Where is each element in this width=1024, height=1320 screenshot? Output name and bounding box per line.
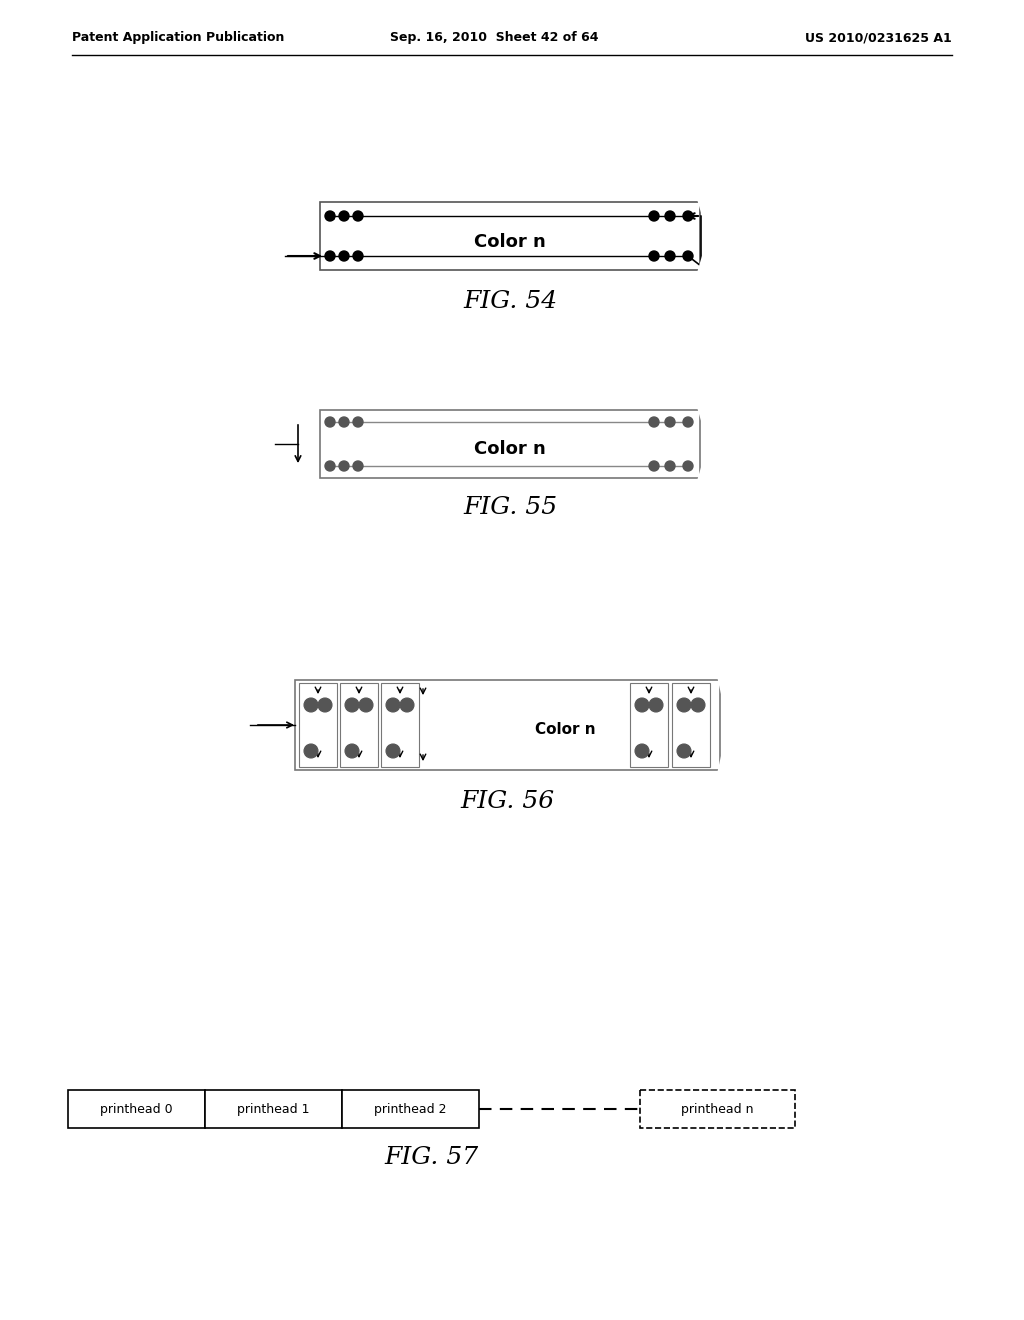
- Circle shape: [400, 698, 414, 711]
- Circle shape: [683, 417, 693, 426]
- Bar: [340, 682, 378, 767]
- Circle shape: [386, 744, 400, 758]
- Circle shape: [683, 251, 693, 261]
- Circle shape: [339, 417, 349, 426]
- Text: Color n: Color n: [535, 722, 596, 738]
- Text: Sep. 16, 2010  Sheet 42 of 64: Sep. 16, 2010 Sheet 42 of 64: [390, 32, 598, 45]
- Bar: [295, 680, 720, 770]
- Bar: [319, 411, 700, 478]
- Bar: [381, 682, 419, 767]
- Circle shape: [649, 417, 659, 426]
- Circle shape: [345, 744, 359, 758]
- Text: Color n: Color n: [474, 234, 546, 251]
- Circle shape: [339, 461, 349, 471]
- Circle shape: [683, 211, 693, 220]
- Circle shape: [649, 251, 659, 261]
- Text: printhead 1: printhead 1: [238, 1102, 309, 1115]
- Bar: [630, 682, 668, 767]
- Circle shape: [345, 698, 359, 711]
- Text: Patent Application Publication: Patent Application Publication: [72, 32, 285, 45]
- Circle shape: [649, 698, 663, 711]
- Text: printhead n: printhead n: [681, 1102, 754, 1115]
- Circle shape: [325, 211, 335, 220]
- Circle shape: [353, 211, 362, 220]
- Circle shape: [359, 698, 373, 711]
- Circle shape: [649, 211, 659, 220]
- Circle shape: [386, 698, 400, 711]
- Circle shape: [353, 417, 362, 426]
- Bar: [640, 1090, 795, 1129]
- Circle shape: [677, 698, 691, 711]
- Circle shape: [353, 251, 362, 261]
- Text: FIG. 56: FIG. 56: [461, 791, 555, 813]
- Circle shape: [665, 211, 675, 220]
- Bar: [205, 1090, 342, 1129]
- Bar: [299, 682, 337, 767]
- Text: FIG. 54: FIG. 54: [463, 290, 557, 314]
- Circle shape: [325, 251, 335, 261]
- Text: FIG. 57: FIG. 57: [384, 1147, 478, 1170]
- Text: FIG. 55: FIG. 55: [463, 496, 557, 520]
- Bar: [672, 682, 710, 767]
- Circle shape: [318, 698, 332, 711]
- Bar: [342, 1090, 479, 1129]
- Circle shape: [339, 251, 349, 261]
- Circle shape: [635, 698, 649, 711]
- Circle shape: [325, 417, 335, 426]
- Circle shape: [691, 698, 705, 711]
- Circle shape: [677, 744, 691, 758]
- Circle shape: [304, 698, 318, 711]
- Text: Color n: Color n: [474, 440, 546, 458]
- Text: US 2010/0231625 A1: US 2010/0231625 A1: [805, 32, 952, 45]
- Circle shape: [683, 461, 693, 471]
- Bar: [68, 1090, 205, 1129]
- Circle shape: [353, 461, 362, 471]
- Circle shape: [325, 461, 335, 471]
- Circle shape: [304, 744, 318, 758]
- Circle shape: [665, 251, 675, 261]
- Circle shape: [665, 417, 675, 426]
- Circle shape: [339, 211, 349, 220]
- Text: printhead 0: printhead 0: [100, 1102, 173, 1115]
- Bar: [319, 202, 700, 271]
- Circle shape: [665, 461, 675, 471]
- Text: printhead 2: printhead 2: [374, 1102, 446, 1115]
- Circle shape: [635, 744, 649, 758]
- Circle shape: [649, 461, 659, 471]
